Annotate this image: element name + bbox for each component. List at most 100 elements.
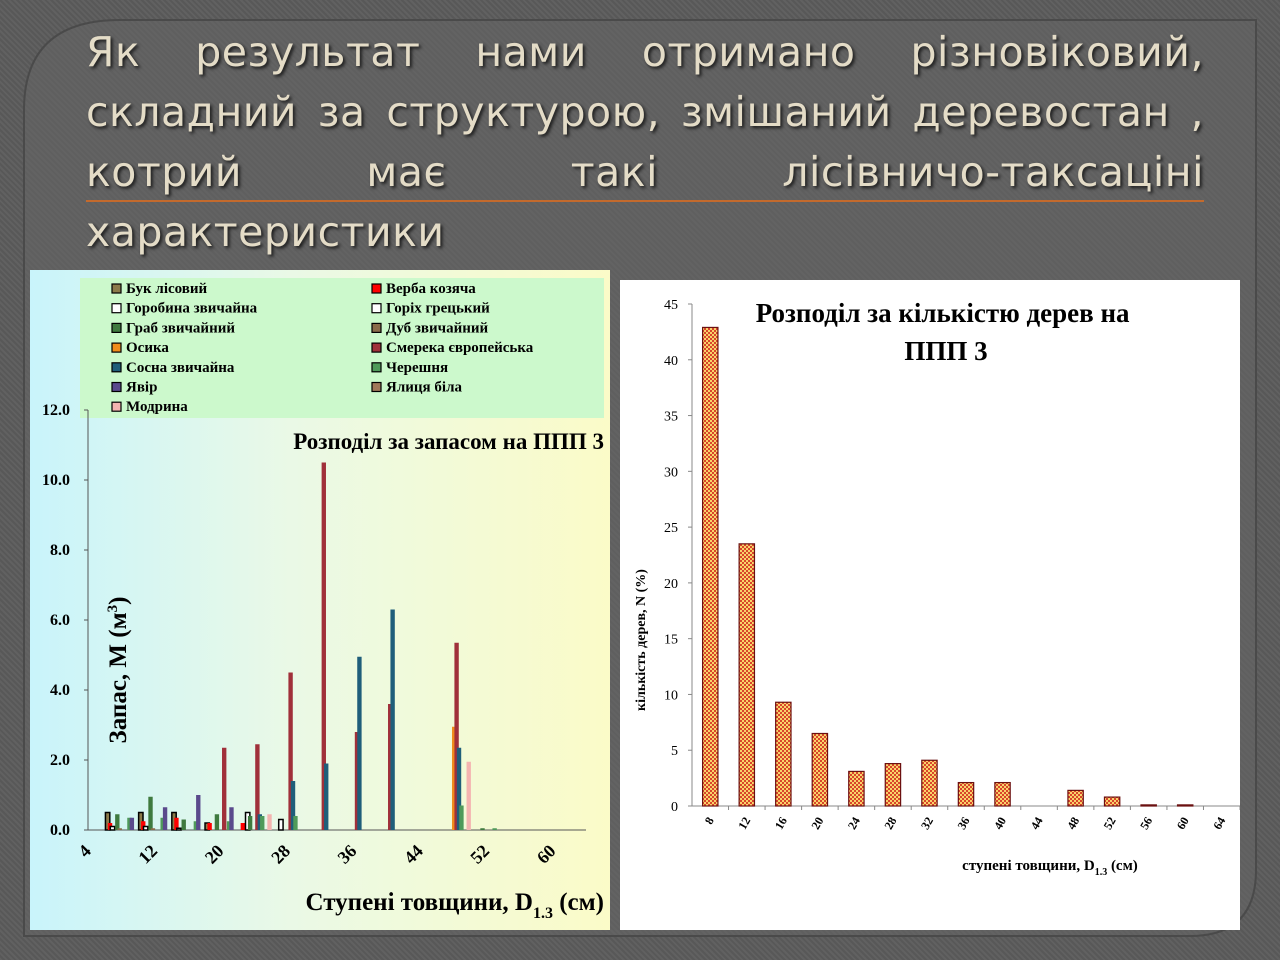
count-bar (994, 781, 1011, 807)
stock-bar (354, 732, 360, 830)
stock-bar (222, 747, 227, 830)
stock-bar (324, 763, 329, 830)
x-tick-label: 16 (772, 815, 790, 832)
legend-label: Черешня (386, 360, 448, 376)
x-tick-label: 44 (400, 841, 427, 868)
slide-title: Як результат нами отримано різновіковий,… (86, 28, 1204, 256)
stock-bar (257, 814, 263, 830)
stock-bar (207, 823, 212, 830)
legend-swatch (111, 342, 122, 353)
legend-swatch (371, 303, 382, 314)
x-tick-label: 28 (881, 815, 899, 832)
x-tick-label: 64 (1210, 815, 1228, 832)
legend-label: Горобина звичайна (126, 301, 258, 317)
stock-bar (480, 828, 485, 830)
stock-bars (104, 462, 497, 831)
legend-label: Ялиця біла (386, 380, 462, 396)
stock-bar (109, 825, 116, 831)
y-tick-label: 4.0 (50, 682, 70, 699)
stock-bar (267, 814, 272, 830)
y-tick-label: 6.0 (50, 612, 70, 629)
count-bar (957, 781, 975, 807)
stock-bar (290, 781, 296, 830)
legend-swatch (371, 322, 382, 334)
stock-legend: Бук лісовий Верба козяча Горобина звичайна… (111, 281, 534, 415)
legend-label: Явір (126, 380, 157, 396)
legend-entry: Сосна звичайна (111, 360, 235, 376)
stock-bar (104, 811, 111, 831)
stock-bar (196, 795, 201, 830)
stock-bar (466, 761, 471, 830)
legend-entry: Осика (111, 340, 169, 356)
stock-bar (162, 807, 168, 830)
count-bar (921, 759, 938, 807)
legend-swatch (111, 303, 122, 314)
x-tick-label: 28 (267, 841, 294, 868)
legend-swatch (371, 362, 382, 373)
legend-label: Горіх грецький (386, 301, 490, 317)
legend-swatch (111, 381, 122, 393)
x-tick-label: 52 (466, 841, 493, 868)
legend-entry: Дуб звичайний (371, 320, 489, 336)
stock-bar (240, 823, 246, 830)
y-tick-label: 10 (664, 688, 678, 703)
legend-entry: Смерека європейська (371, 340, 534, 356)
stock-bar (451, 726, 457, 830)
stock-bar (150, 828, 156, 830)
legend-swatch (111, 362, 122, 373)
stock-bar (127, 817, 132, 830)
stock-bar (141, 821, 146, 830)
stock-bar (160, 817, 165, 830)
count-bar (1103, 796, 1121, 807)
legend-entry: Модрина (111, 399, 188, 415)
count-bar (701, 326, 719, 807)
y-tick-label: 15 (664, 633, 678, 648)
y-tick-label: 35 (664, 410, 678, 425)
count-chart: 0 5 10 15 20 25 30 35 40 45 8 12 16 20 24 28 32 36 40 44 48 5… (634, 298, 1240, 878)
x-tick-label: 44 (1028, 815, 1046, 832)
stock-bar (117, 828, 122, 830)
count-bar (1067, 789, 1084, 807)
stock-bar (459, 805, 464, 830)
count-bar (848, 770, 865, 807)
stock-bar (129, 817, 135, 830)
y-tick-label: 20 (664, 577, 678, 592)
stock-bar (277, 818, 284, 831)
legend-entry: Горобина звичайна (111, 301, 258, 317)
legend-label: Сосна звичайна (126, 360, 235, 376)
stock-bar (456, 747, 462, 830)
legend-entry: Верба козяча (371, 281, 476, 297)
count-bar (738, 543, 756, 807)
legend-label: Дуб звичайний (386, 320, 489, 336)
legend-label: Граб звичайний (126, 320, 235, 336)
legend-swatch (111, 322, 122, 334)
stock-x-axis-label: Ступені товщини, D1.3 (см) (305, 889, 604, 922)
x-tick-label: 8 (702, 815, 717, 827)
legend-label: Смерека європейська (386, 340, 534, 356)
stock-bar (193, 821, 199, 830)
stock-bar (181, 819, 186, 830)
count-x-axis-label: ступені товщини, D1.3 (см) (962, 858, 1138, 878)
stock-bar (214, 814, 220, 830)
stock-bar (288, 672, 293, 830)
x-tick-label: 12 (735, 815, 753, 832)
legend-entry: Граб звичайний (111, 320, 235, 336)
count-bars (701, 326, 1194, 807)
x-tick-label: 60 (533, 841, 560, 868)
x-tick-label: 4 (74, 841, 95, 862)
y-tick-label: 0.0 (50, 822, 70, 839)
legend-label: Верба козяча (386, 281, 476, 297)
count-bar (811, 732, 829, 807)
y-tick-label: 8.0 (50, 542, 70, 559)
stock-chart-panel: Бук лісовий Верба козяча Горобина звичайна… (30, 270, 610, 930)
stock-bar (293, 816, 298, 830)
x-tick-label: 56 (1137, 815, 1155, 832)
count-bar (1140, 804, 1157, 807)
y-tick-label: 45 (664, 298, 678, 313)
stock-bar (142, 825, 149, 831)
x-tick-label: 48 (1064, 815, 1082, 832)
legend-entry: Явір (111, 380, 157, 396)
x-tick-label: 40 (991, 815, 1009, 832)
count-bar (884, 763, 902, 807)
y-tick-label: 12.0 (42, 402, 70, 419)
